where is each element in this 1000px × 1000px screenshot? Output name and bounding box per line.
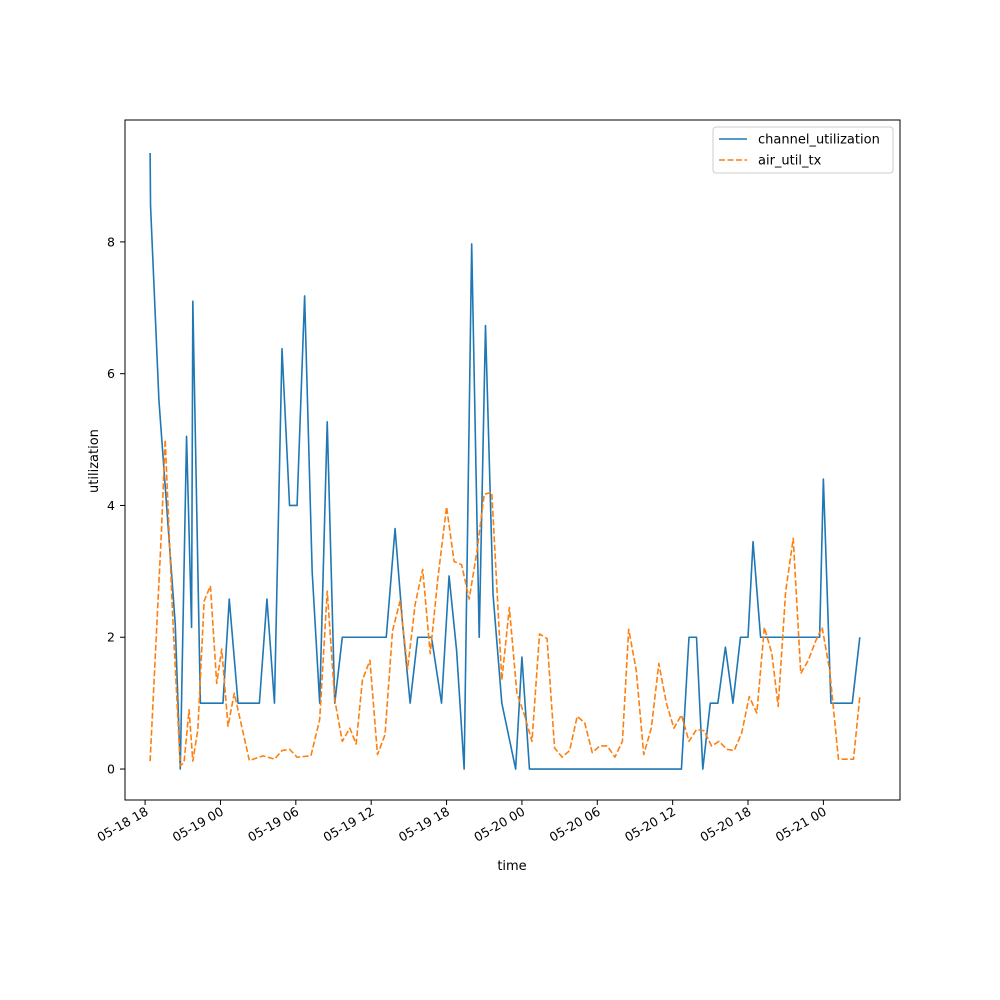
y-tick-label: 8	[107, 234, 115, 249]
series-line-air-util-tx	[149, 438, 861, 767]
legend-label: channel_utilization	[758, 133, 880, 148]
legend-label: air_util_tx	[758, 154, 822, 169]
series-line-channel-utilization	[149, 152, 861, 770]
series-layer	[149, 152, 861, 770]
y-tick-label: 6	[107, 366, 115, 381]
y-axis: 0 2 4 6 8	[107, 234, 125, 777]
legend: channel_utilization air_util_tx	[712, 126, 894, 174]
plot-frame	[124, 119, 901, 801]
y-axis-label: utilization	[87, 429, 102, 493]
y-tick-label: 4	[107, 498, 115, 513]
y-tick-label: 2	[107, 630, 115, 645]
x-axis-label: time	[497, 859, 526, 874]
y-tick-label: 0	[107, 762, 115, 777]
legend-box	[712, 126, 894, 174]
